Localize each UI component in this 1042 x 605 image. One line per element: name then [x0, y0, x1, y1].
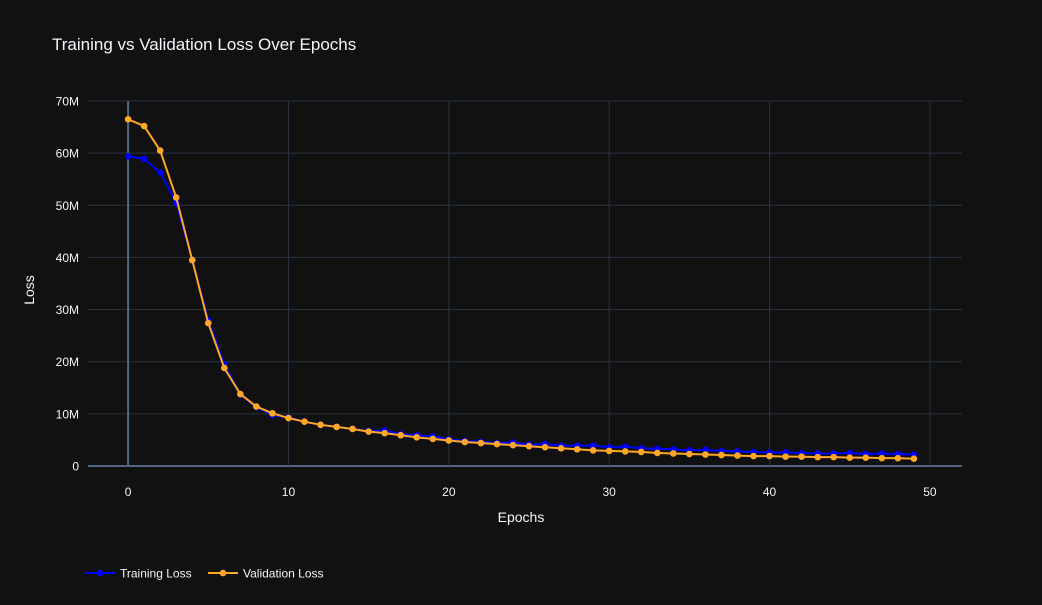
legend-item-validation[interactable]: Validation Loss — [208, 567, 324, 581]
data-point-validation[interactable] — [573, 446, 581, 453]
data-point-training[interactable] — [156, 169, 164, 176]
data-point-validation[interactable] — [670, 450, 677, 457]
axes: 0 10M 20M 30M 40M 50M 60M 70M 0 10 20 30 40 50 — [56, 95, 937, 500]
data-point-validation[interactable] — [156, 147, 164, 154]
x-tick-label: 40 — [763, 485, 777, 499]
data-point-validation[interactable] — [397, 431, 405, 439]
data-point-training[interactable] — [140, 155, 148, 163]
data-point-validation[interactable] — [509, 441, 517, 449]
series-layer — [124, 115, 918, 463]
y-tick-label: 70M — [56, 95, 79, 109]
data-point-validation[interactable] — [333, 423, 340, 431]
x-tick-label: 30 — [603, 485, 617, 499]
data-point-validation[interactable] — [605, 447, 613, 455]
data-point-validation[interactable] — [349, 425, 356, 433]
data-point-validation[interactable] — [445, 437, 453, 444]
data-point-training[interactable] — [124, 152, 132, 160]
legend-item-training[interactable]: Training Loss — [85, 567, 192, 581]
data-point-validation[interactable] — [525, 442, 533, 450]
data-point-training[interactable] — [878, 450, 886, 457]
y-tick-label: 50M — [56, 199, 79, 213]
data-point-training[interactable] — [589, 442, 597, 449]
data-point-validation[interactable] — [798, 453, 805, 460]
data-point-validation[interactable] — [429, 435, 437, 443]
data-point-validation[interactable] — [621, 448, 629, 455]
y-tick-label: 30M — [56, 303, 79, 317]
y-tick-label: 10M — [56, 407, 79, 421]
data-point-validation[interactable] — [862, 454, 870, 461]
data-point-validation[interactable] — [910, 455, 918, 463]
data-point-validation[interactable] — [718, 451, 725, 459]
data-point-validation[interactable] — [301, 418, 308, 425]
data-point-validation[interactable] — [269, 410, 276, 417]
data-point-validation[interactable] — [317, 421, 324, 429]
data-point-validation[interactable] — [413, 434, 421, 441]
data-point-validation[interactable] — [140, 122, 148, 130]
data-point-validation[interactable] — [589, 447, 597, 454]
data-point-validation[interactable] — [285, 414, 292, 422]
data-point-validation[interactable] — [734, 452, 741, 459]
legend: Training Loss Validation Loss — [85, 567, 324, 581]
legend-label: Training Loss — [120, 567, 192, 581]
data-point-validation[interactable] — [477, 439, 485, 447]
data-point-validation[interactable] — [782, 453, 789, 460]
data-point-validation[interactable] — [814, 453, 821, 461]
x-tick-label: 10 — [282, 485, 296, 499]
data-point-validation[interactable] — [541, 443, 549, 451]
data-point-validation[interactable] — [221, 364, 228, 372]
data-point-validation[interactable] — [124, 115, 132, 123]
data-point-validation[interactable] — [894, 454, 902, 462]
y-axis-title: Loss — [21, 275, 37, 305]
data-point-validation[interactable] — [766, 452, 773, 460]
x-tick-label: 0 — [125, 485, 132, 499]
data-point-validation[interactable] — [686, 450, 693, 458]
data-point-validation[interactable] — [381, 429, 388, 437]
x-axis-title: Epochs — [498, 509, 545, 525]
data-point-validation[interactable] — [830, 453, 838, 461]
y-tick-label: 0 — [72, 460, 79, 474]
data-point-validation[interactable] — [461, 438, 469, 446]
data-point-validation[interactable] — [493, 440, 501, 448]
grid — [88, 100, 962, 467]
data-point-validation[interactable] — [846, 454, 854, 461]
data-point-validation[interactable] — [365, 428, 372, 435]
data-point-validation[interactable] — [204, 319, 212, 327]
data-point-validation[interactable] — [557, 444, 565, 452]
data-point-validation[interactable] — [637, 448, 645, 456]
data-point-training[interactable] — [702, 446, 709, 454]
legend-label: Validation Loss — [243, 567, 324, 581]
y-tick-label: 40M — [56, 251, 79, 265]
data-point-validation[interactable] — [253, 403, 260, 410]
data-point-validation[interactable] — [750, 452, 757, 460]
x-tick-label: 20 — [442, 485, 456, 499]
y-tick-label: 20M — [56, 355, 79, 369]
data-point-validation[interactable] — [172, 194, 180, 201]
data-point-validation[interactable] — [237, 390, 244, 398]
data-point-validation[interactable] — [654, 449, 661, 457]
legend-marker-swatch — [219, 569, 227, 577]
data-point-validation[interactable] — [188, 256, 196, 264]
data-point-training[interactable] — [621, 443, 629, 451]
data-point-validation[interactable] — [878, 454, 886, 462]
chart-title: Training vs Validation Loss Over Epochs — [52, 35, 356, 54]
y-tick-label: 60M — [56, 147, 79, 161]
legend-marker-swatch — [96, 569, 104, 577]
data-point-validation[interactable] — [702, 451, 709, 458]
data-point-training[interactable] — [846, 449, 854, 457]
x-tick-label: 50 — [923, 485, 937, 499]
